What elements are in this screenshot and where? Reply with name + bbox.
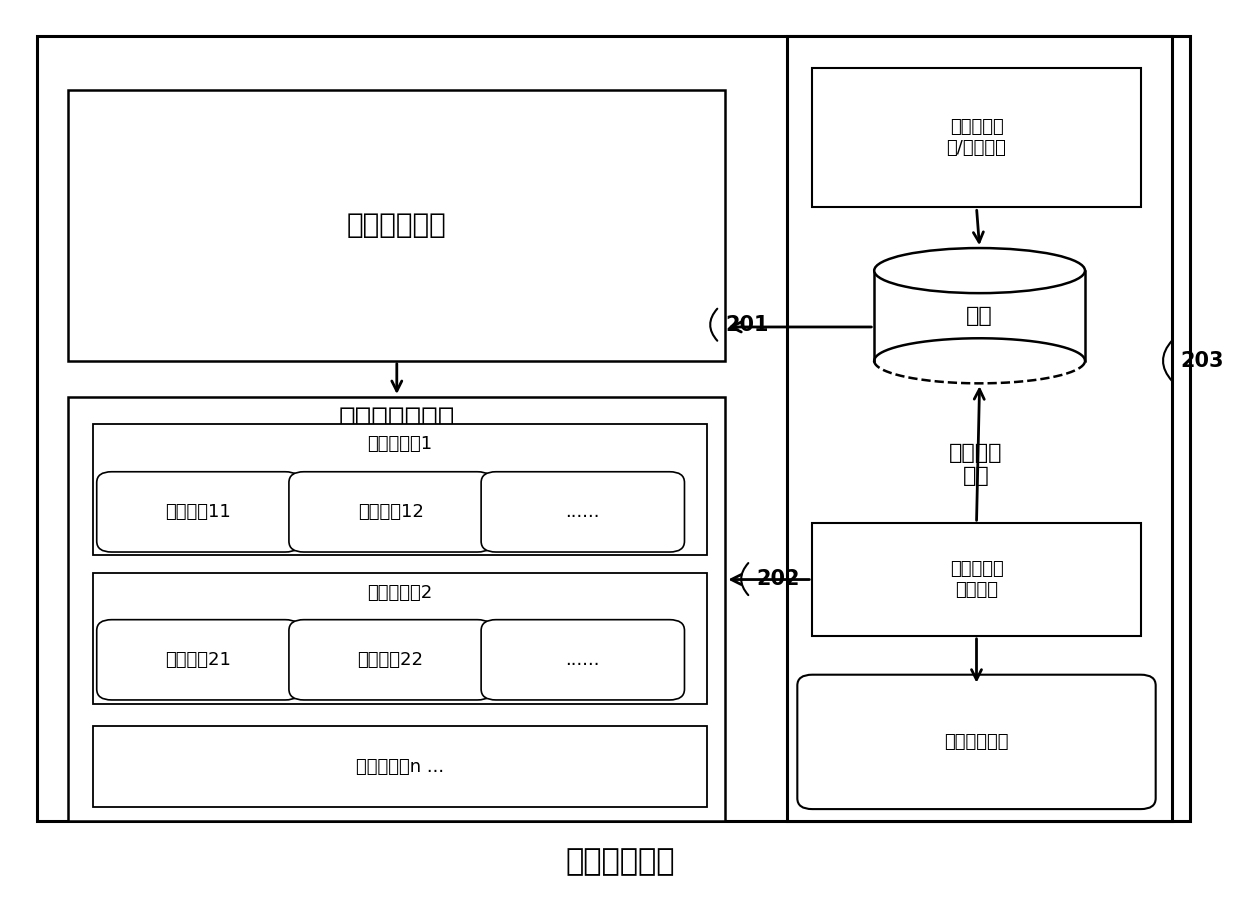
FancyBboxPatch shape xyxy=(37,36,1190,821)
FancyBboxPatch shape xyxy=(93,424,707,555)
FancyBboxPatch shape xyxy=(93,573,707,704)
Text: 线程状态查
看/参数设置: 线程状态查 看/参数设置 xyxy=(946,118,1007,157)
FancyBboxPatch shape xyxy=(289,620,492,700)
Text: ......: ...... xyxy=(565,651,600,668)
FancyBboxPatch shape xyxy=(812,523,1141,636)
Ellipse shape xyxy=(874,248,1085,293)
Text: 系统状态预警: 系统状态预警 xyxy=(944,733,1009,750)
Text: 工作线程池组件: 工作线程池组件 xyxy=(339,405,455,434)
Text: 工作线程组2: 工作线程组2 xyxy=(367,584,433,602)
Text: 201: 201 xyxy=(725,315,769,335)
Text: 多线程中间件: 多线程中间件 xyxy=(565,847,675,876)
FancyBboxPatch shape xyxy=(481,472,684,552)
Text: 工作线程池
监控管理: 工作线程池 监控管理 xyxy=(950,560,1003,599)
FancyBboxPatch shape xyxy=(68,397,725,821)
FancyBboxPatch shape xyxy=(97,472,300,552)
FancyBboxPatch shape xyxy=(481,620,684,700)
FancyBboxPatch shape xyxy=(797,675,1156,809)
FancyBboxPatch shape xyxy=(787,36,1172,821)
FancyBboxPatch shape xyxy=(68,90,725,361)
FancyBboxPatch shape xyxy=(93,726,707,807)
FancyBboxPatch shape xyxy=(812,68,1141,207)
Text: 203: 203 xyxy=(1180,351,1224,371)
Text: 工作线程组n ...: 工作线程组n ... xyxy=(356,758,444,776)
Text: 工作线程22: 工作线程22 xyxy=(357,651,424,668)
FancyBboxPatch shape xyxy=(289,472,492,552)
Text: 监控调度
组件: 监控调度 组件 xyxy=(949,443,1003,486)
FancyBboxPatch shape xyxy=(97,620,300,700)
Text: 缓存: 缓存 xyxy=(966,306,993,326)
Text: 工作线程21: 工作线程21 xyxy=(165,651,232,668)
Text: 202: 202 xyxy=(756,569,800,589)
Text: ......: ...... xyxy=(565,503,600,520)
Text: 工作线程11: 工作线程11 xyxy=(165,503,232,520)
Text: 工作线程12: 工作线程12 xyxy=(357,503,424,520)
Bar xyxy=(874,271,1085,361)
Text: 请求分配组件: 请求分配组件 xyxy=(347,211,446,240)
Text: 工作线程组1: 工作线程组1 xyxy=(367,435,433,453)
